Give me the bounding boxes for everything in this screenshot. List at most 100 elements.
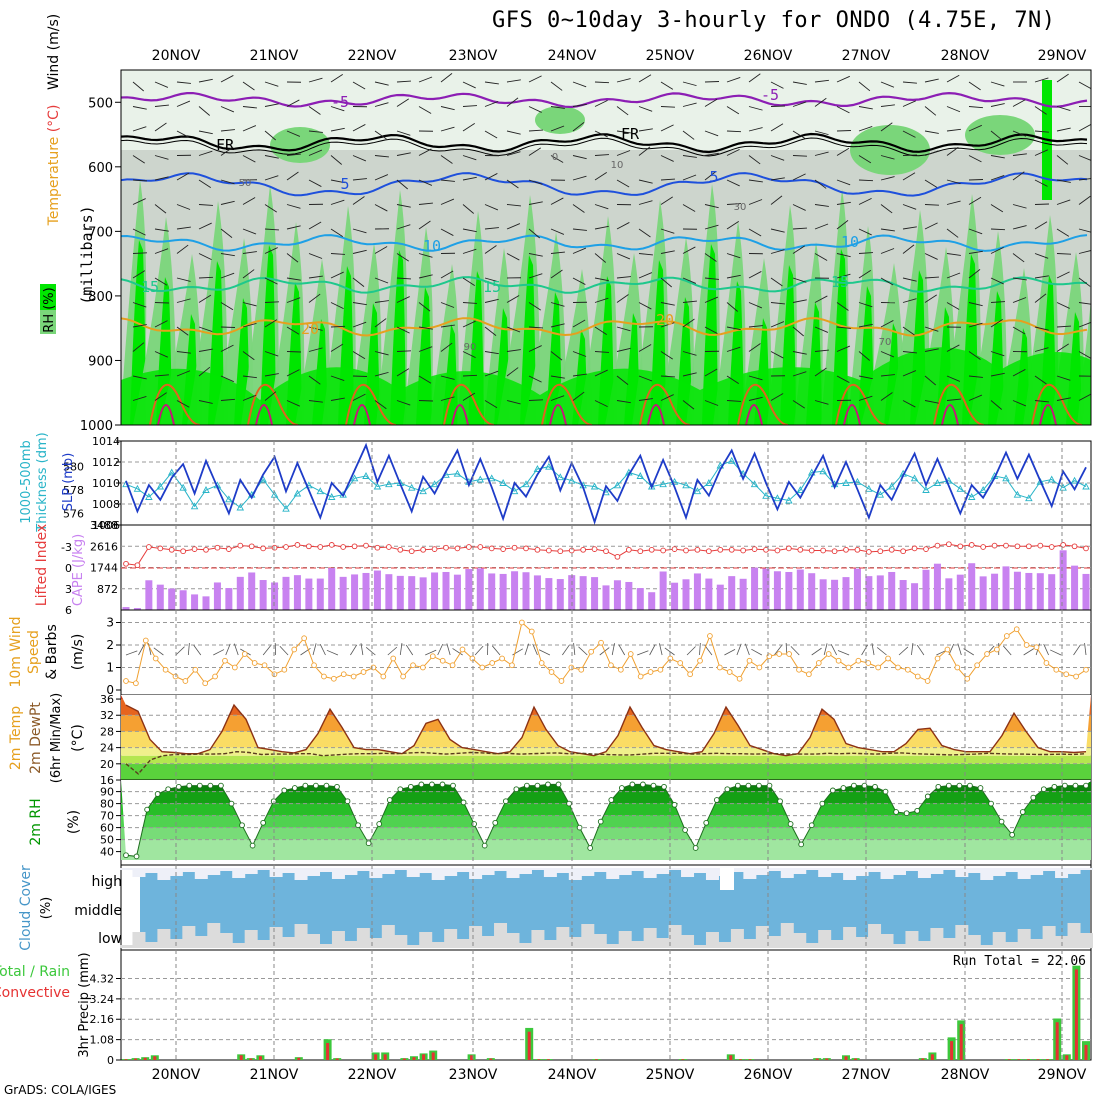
rh2m-line-point bbox=[587, 845, 594, 851]
cloud-low-gap bbox=[469, 926, 483, 948]
wind-barb bbox=[550, 125, 565, 132]
cloud-high-gap bbox=[344, 868, 358, 875]
wind-barb bbox=[440, 179, 455, 182]
thickness-line-point bbox=[133, 484, 142, 492]
wind-speed-line-point bbox=[429, 653, 436, 660]
lifted-index-label: Lifted Index bbox=[34, 524, 50, 606]
wind-barb bbox=[1078, 155, 1091, 161]
cloud-low-gap bbox=[331, 931, 345, 948]
wind-barb bbox=[1034, 130, 1049, 133]
precip-axis: 4.32 3.24 2.16 1.08 0 bbox=[90, 972, 121, 1067]
wind-speed-line-point bbox=[1063, 671, 1070, 678]
wind-speed-line-point bbox=[459, 646, 466, 653]
wind-barb bbox=[858, 106, 873, 110]
wind-barb bbox=[858, 197, 872, 205]
wind-barb bbox=[1034, 400, 1049, 403]
date-axis-bottom: 20NOV 21NOV 22NOV 23NOV 24NOV 25NOV 26NOV 27NOV… bbox=[152, 1067, 1087, 1083]
wind-barb bbox=[968, 124, 982, 132]
wind-barb bbox=[264, 228, 279, 231]
wind-barb bbox=[330, 253, 345, 255]
wind-barb bbox=[1034, 326, 1049, 331]
wind-speed-line-point bbox=[152, 655, 159, 662]
cape-bar bbox=[236, 576, 244, 610]
wind-barb bbox=[440, 73, 453, 83]
surface-wind-barb bbox=[360, 643, 364, 656]
rh2m-line-point bbox=[566, 800, 572, 807]
cloud-low-gap bbox=[518, 943, 532, 948]
precip-convective-bar bbox=[844, 1056, 848, 1060]
wind-barb bbox=[462, 228, 477, 233]
wind-barb bbox=[198, 294, 212, 303]
wind-barb bbox=[748, 375, 763, 381]
wind-barb bbox=[902, 81, 917, 84]
wind-barb bbox=[506, 79, 521, 83]
run-total: Run Total = 22.06 bbox=[953, 954, 1086, 969]
lifted-index-line-point bbox=[820, 547, 826, 554]
cloud-low-gap bbox=[568, 937, 582, 948]
cape-tick-label: 1744 bbox=[90, 562, 118, 575]
wind-barb bbox=[660, 81, 674, 90]
wind-speed-line-point bbox=[261, 662, 268, 669]
wind-barb bbox=[176, 81, 191, 84]
lifted-index-line-point bbox=[751, 546, 758, 552]
precip-panel-frame bbox=[120, 949, 1092, 1061]
thickness-line-point bbox=[476, 475, 485, 483]
wind-barb bbox=[264, 373, 279, 377]
cape-bar bbox=[716, 584, 724, 610]
wind-barb bbox=[770, 81, 784, 89]
wind-barb bbox=[154, 176, 169, 181]
rh2m-line-point bbox=[798, 841, 805, 848]
wind-barb bbox=[880, 155, 895, 160]
wind-barb bbox=[748, 343, 761, 352]
cape-bar bbox=[762, 568, 770, 610]
date-label-top: 28NOV bbox=[941, 48, 990, 64]
wind-barb bbox=[220, 272, 235, 279]
precip-convective-bar bbox=[470, 1055, 474, 1060]
rh2m-band bbox=[121, 827, 1091, 840]
lifted-index-line-point bbox=[808, 547, 815, 554]
thickness-tick-label: 576 bbox=[63, 507, 84, 520]
wind-barb bbox=[638, 179, 653, 184]
wind-barb bbox=[748, 127, 763, 132]
cloud-low-gap bbox=[381, 925, 395, 948]
slp-series bbox=[122, 442, 1090, 525]
wind-barb bbox=[440, 302, 455, 308]
wind-barb bbox=[550, 228, 565, 235]
cloud-high-gap bbox=[880, 868, 894, 879]
wind-barb bbox=[352, 124, 366, 132]
wind-barb bbox=[616, 253, 631, 260]
wind-barb bbox=[726, 77, 741, 83]
wind-barb bbox=[176, 130, 190, 138]
isotherm-30 bbox=[255, 404, 273, 425]
lifted-index-line-point bbox=[991, 542, 998, 549]
wind-barb bbox=[1012, 99, 1026, 107]
rh2m-line-point bbox=[576, 824, 583, 831]
wind-barb bbox=[748, 73, 761, 83]
wind-barb bbox=[1034, 293, 1047, 303]
wind-barb bbox=[924, 375, 937, 386]
li-tick-label: 0 bbox=[65, 562, 72, 575]
wind-barb bbox=[1012, 369, 1026, 377]
wind-speed-line-point bbox=[608, 662, 614, 669]
wind-barb bbox=[638, 200, 653, 205]
cape-bar bbox=[533, 575, 541, 610]
wind-barb bbox=[594, 171, 607, 181]
cloud-bands bbox=[120, 868, 1093, 948]
cape-bar bbox=[842, 577, 850, 610]
cloud-high-gap bbox=[992, 868, 1006, 876]
wind-barb bbox=[396, 204, 411, 208]
surface-wind-barb bbox=[312, 643, 317, 656]
chart-title: GFS 0~10day 3-hourly for ONDO (4.75E, 7N… bbox=[492, 8, 1056, 33]
wind-barb bbox=[440, 342, 453, 352]
surface-wind-barb bbox=[562, 644, 570, 656]
cloud-high-gap bbox=[406, 868, 420, 877]
wind-barb bbox=[616, 375, 629, 385]
axis-tick-label: 4.32 bbox=[90, 972, 115, 985]
rh2m-line-point bbox=[524, 782, 530, 789]
cape-bar bbox=[293, 575, 301, 610]
cloud-low-gap bbox=[681, 935, 695, 948]
wind-barb bbox=[198, 106, 211, 116]
wind-barb bbox=[792, 299, 807, 303]
cape-bar bbox=[808, 573, 816, 610]
precip-convective-bar bbox=[527, 1031, 531, 1060]
